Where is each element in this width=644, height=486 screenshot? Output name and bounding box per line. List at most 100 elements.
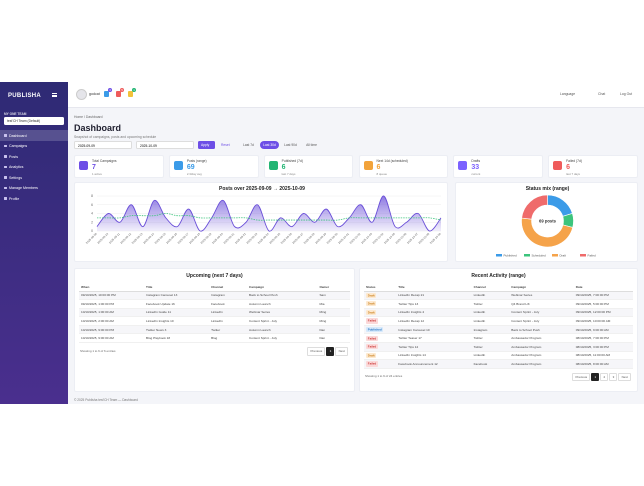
cell: Ambassador Program [509,342,574,352]
column-header[interactable]: Channel [209,283,247,292]
cell: LinkedIn [471,308,510,318]
upcoming-panel: Upcoming (next 7 days) When Title Channel C… [74,268,355,392]
apply-button[interactable]: Apply [198,141,215,149]
kpi-label: Drafts [471,159,481,163]
cell: LinkedIn [209,316,247,326]
y-tick-label: 8 [91,194,93,198]
page-button[interactable]: Next [335,347,348,356]
page-button[interactable]: 3 [609,372,618,382]
column-header[interactable]: Owner [317,283,350,292]
column-header[interactable]: Title [396,283,472,292]
cell: Instagram [471,325,510,335]
page-title: Dashboard [74,123,122,133]
column-header[interactable]: Title [144,283,210,292]
nav-item[interactable]: Settings [0,172,68,183]
legend-label: Published [504,253,518,257]
page-button[interactable]: 1 [326,347,335,356]
legend-swatch [524,254,530,257]
cell: Content Sprint - July [509,316,574,326]
kpi-card: Next 14d (scheduled) 6 8 queue [358,155,449,178]
kpi-note: current [471,172,481,176]
cell: Blog [209,333,247,344]
posts-panel: Posts over 2025-09-09 → 2025-10-09 0 2 4 6 8… [74,182,448,262]
page-button[interactable]: Previous [572,372,591,382]
y-tick-label: 4 [91,212,93,216]
team-select[interactable]: test'CH Team (Default) [4,117,64,125]
icon[interactable] [128,91,133,97]
cell: Twitter [209,325,247,335]
cell: 10/10/2025, 2:00:00 AM [79,316,145,326]
nav-item[interactable]: Posts [0,151,68,162]
kpi-label: Published (7d) [281,159,303,163]
table-info: Showing 1 to 9 of 24 entries [365,374,403,379]
column-header[interactable]: Channel [471,283,510,292]
legend-swatch [552,254,558,257]
cell: LinkedIn [471,316,510,326]
range-button[interactable]: All time [306,143,317,148]
footer: © 2025 Publisha test'CH Team — Dashboard [74,398,138,402]
nav-item[interactable]: Dashboard [0,130,68,141]
cell: Ambassador Program [509,359,574,369]
nav-item[interactable]: Analytics [0,162,68,173]
icon[interactable] [116,91,121,97]
panel-title: Upcoming (next 7 days) [186,273,243,279]
cell: LinkedIn Recap 12 [396,316,472,326]
cell: 09/10/2025, 12:00:00 PM [573,308,633,318]
cell: Content Sprint - July [247,333,318,344]
column-header[interactable]: Campaign [247,283,318,292]
status-badge: Draft [366,292,377,298]
row: 10/10/2025, 9:00:00 PM Twitter News 3 Twit… [79,325,350,335]
status-badge: Draft [366,301,377,307]
nav-item[interactable]: Profile [0,193,68,204]
row: Draft Twitter Tips 13 Twitter Q4 Brand Lift… [364,299,633,309]
column-header[interactable]: Status [364,283,397,292]
row: Draft LinkedIn Recap 21 LinkedIn Webinar Se… [364,291,633,301]
cell: LinkedIn Insights 10 [144,316,210,326]
reset-button[interactable]: Reset [221,143,230,148]
logout[interactable]: Log Out [620,92,633,96]
status-badge: Failed [366,344,378,350]
avatar[interactable] [76,89,87,100]
table: When Title Channel Campaign Owner 09/10/2025,… [79,283,350,344]
column-header[interactable]: When [79,283,145,292]
page-button[interactable]: Previous [307,347,326,356]
column-header[interactable]: Campaign [509,283,574,292]
date-from[interactable]: 2025-09-09 [74,141,132,149]
range-button[interactable]: Last 90d [284,143,297,148]
nav-item[interactable]: Manage Members [0,183,68,194]
cell: 08/10/2025, 8:00:00 AM [573,359,633,369]
date-to[interactable]: 2025-10-09 [136,141,194,149]
page-subtitle: Snapshot of campaigns, posts and upcomin… [74,135,157,139]
range-button[interactable]: Last 7d [243,143,254,148]
crumb[interactable]: Home [74,115,84,119]
center-label: 69 posts [539,219,557,224]
range-button[interactable]: Last 30d [260,141,279,149]
kpi-icon [553,161,563,170]
status-badge: Published [366,327,384,333]
nav-item[interactable]: Campaigns [0,141,68,152]
column-header[interactable]: Date [573,283,633,292]
chat[interactable]: Chat [598,92,606,96]
cell: Published [364,325,397,335]
cell: LinkedIn Guide 11 [144,308,210,318]
row: 09/10/2025, 10:00:00 PM Instagram Carouse… [79,291,350,301]
status-badge: Draft [366,352,377,359]
status-badge: Failed [366,335,378,341]
sidebar: PUBLISHA MY ONE TEAM test'CH Team (Defau… [0,82,68,404]
cell: Blog Playbook 18 [144,333,210,344]
icon[interactable] [104,91,109,97]
language[interactable]: Language [560,92,576,96]
page-button[interactable]: 1 [591,372,600,382]
page-button[interactable]: 2 [600,372,609,382]
chart-title: Posts over 2025-09-09 → 2025-10-09 [219,186,305,192]
page-button[interactable]: Next [618,372,631,382]
row: 10/10/2025, 9:00:00 AM Blog Playbook 18 Bl… [79,333,350,344]
topbar: godcat 3 5 1 Language Chat Log Out [68,82,644,108]
menu-toggle[interactable] [52,93,57,97]
cell: LinkedIn [209,308,247,318]
kpi-icon [79,161,88,170]
cell: LinkedIn [471,291,510,301]
kpi-value: 6 [281,164,286,171]
legend-swatch [580,254,586,257]
kpi-label: Posts (range) [186,159,207,163]
